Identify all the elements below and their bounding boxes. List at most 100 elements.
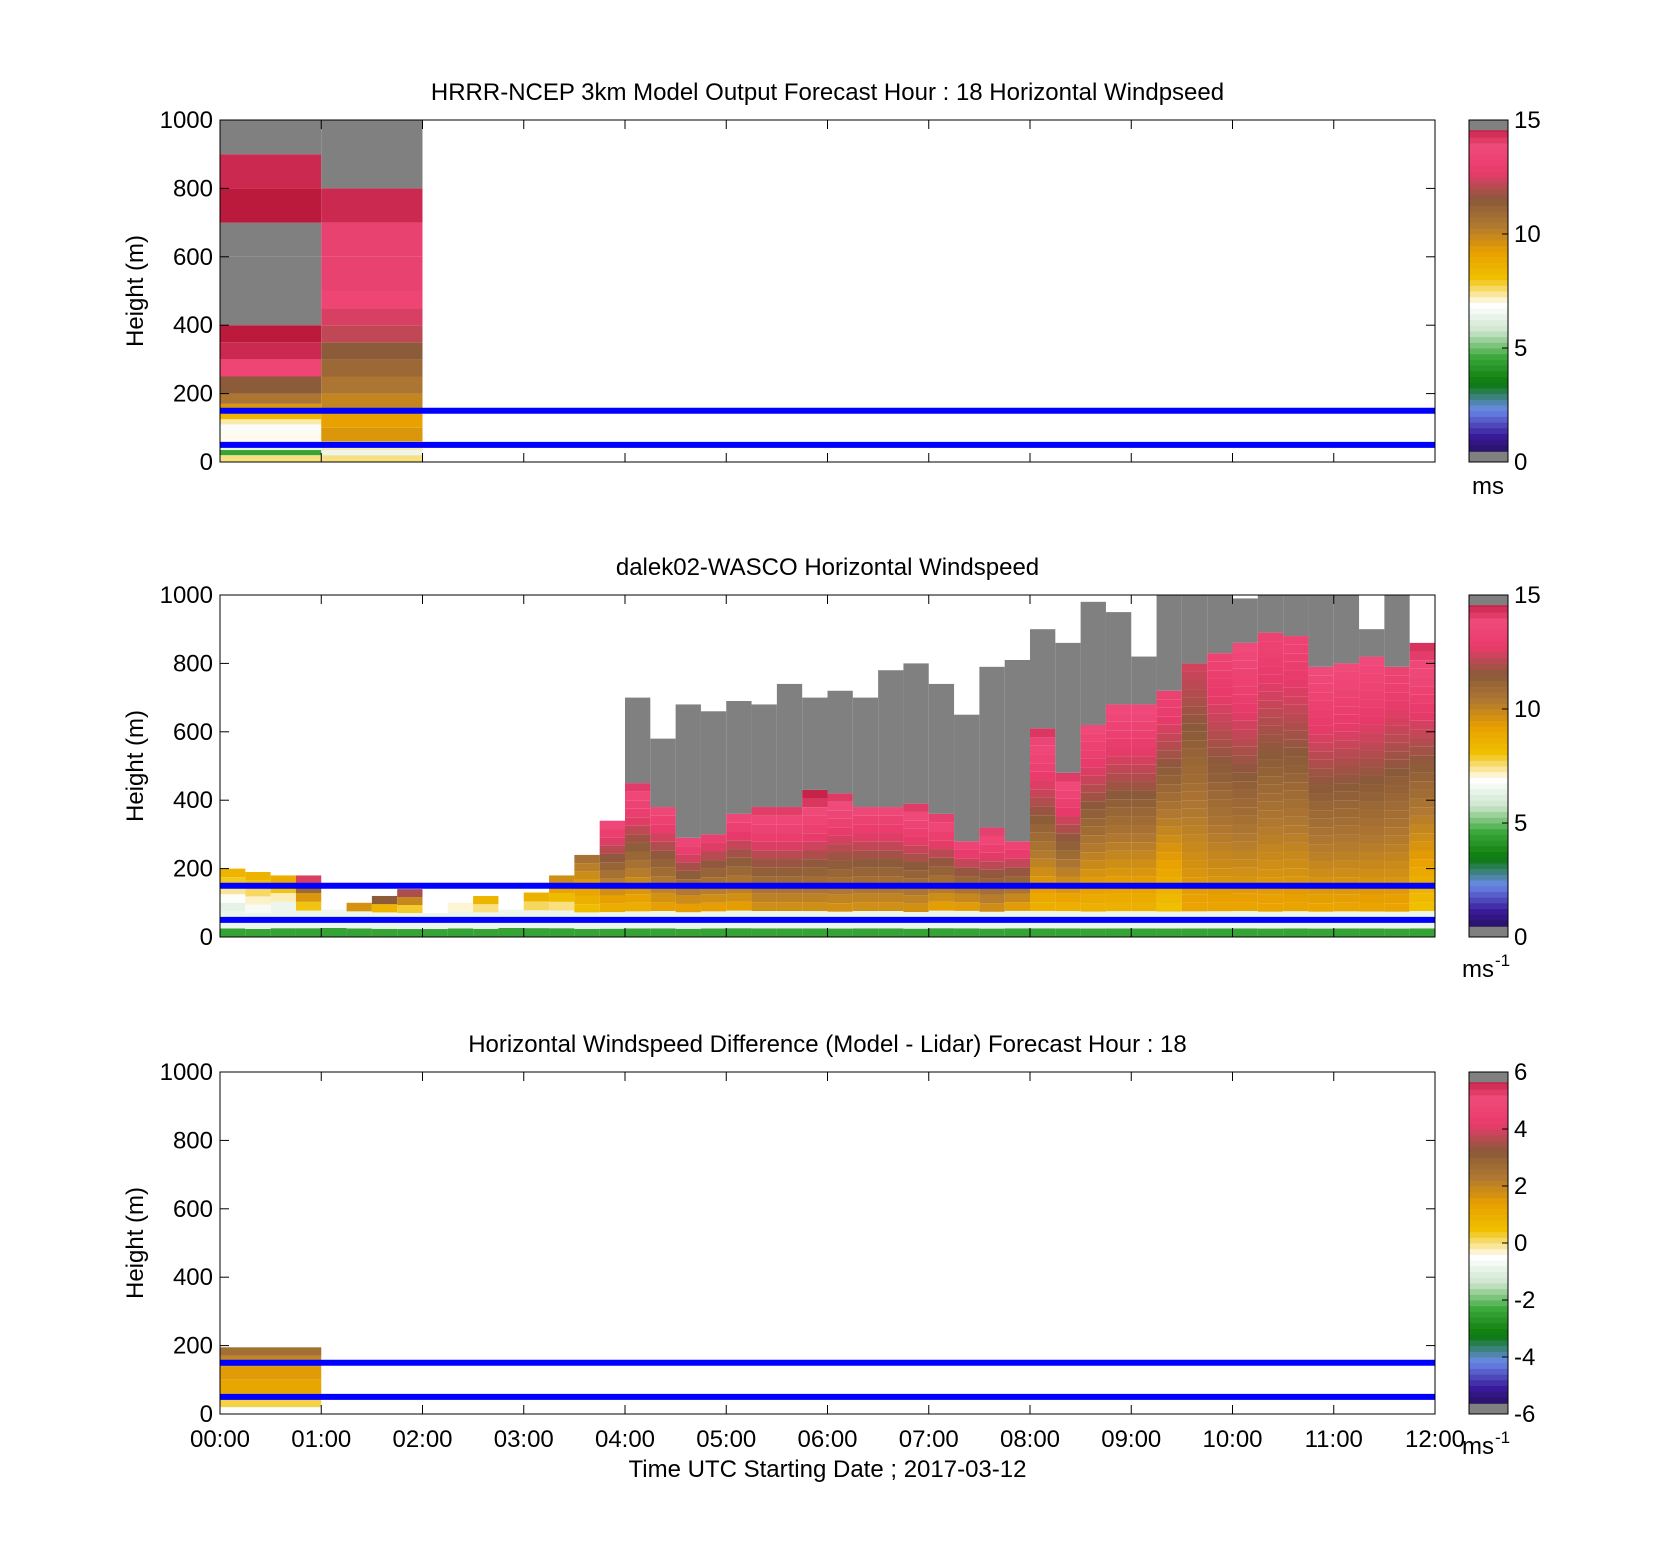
heatmap-cell xyxy=(1207,721,1233,731)
heatmap-cell xyxy=(802,850,828,860)
heatmap-cell xyxy=(1080,741,1106,751)
y-tick-label: 800 xyxy=(173,175,213,202)
heatmap-cell xyxy=(1181,748,1208,758)
heatmap-cell xyxy=(1409,815,1435,825)
heatmap-cell xyxy=(878,911,904,920)
colorbar-frame xyxy=(1468,119,1509,463)
heatmap-cell xyxy=(1283,808,1309,817)
heatmap-cell xyxy=(397,921,423,930)
heatmap-cell xyxy=(878,824,904,834)
heatmap-cell xyxy=(1207,790,1233,800)
heatmap-cell xyxy=(1156,877,1182,887)
heatmap-cell xyxy=(1232,911,1258,920)
heatmap-cell xyxy=(245,928,271,937)
heatmap-cell xyxy=(1384,751,1410,760)
heatmap-cell xyxy=(1030,858,1056,868)
heatmap-cell xyxy=(473,928,499,937)
heatmap-cell xyxy=(1359,818,1385,827)
colorbar-swatch xyxy=(1469,1300,1508,1307)
heatmap-cell xyxy=(321,927,347,937)
heatmap-cell xyxy=(1308,877,1334,887)
colorbar-swatch xyxy=(1469,857,1508,864)
heatmap-cell xyxy=(1308,810,1334,819)
colorbar-tick-label: -6 xyxy=(1514,1401,1535,1428)
heatmap-cell xyxy=(903,803,929,812)
heatmap-cell xyxy=(1359,869,1385,878)
heatmap-cell xyxy=(1283,687,1309,697)
heatmap-cell xyxy=(321,188,423,223)
heatmap-cell xyxy=(1156,835,1182,844)
heatmap-cell xyxy=(802,697,828,790)
heatmap-cell xyxy=(751,911,777,920)
heatmap-cell xyxy=(1232,772,1258,782)
colorbar-swatch xyxy=(1469,731,1508,738)
heatmap-cell xyxy=(1055,642,1081,773)
heatmap-cell xyxy=(1409,850,1435,860)
colorbar-swatch xyxy=(1469,777,1508,784)
heatmap-cell xyxy=(1384,835,1410,845)
colorbar-swatch xyxy=(1469,652,1508,659)
heatmap-cell xyxy=(1156,784,1182,793)
heatmap-cell xyxy=(1105,781,1132,791)
colorbar-swatch xyxy=(1469,148,1508,155)
colorbar-swatch xyxy=(1469,422,1508,429)
colorbar-swatch xyxy=(1469,1231,1508,1238)
heatmap-cell xyxy=(1359,690,1385,700)
heatmap-cell xyxy=(1384,793,1410,802)
heatmap-cell xyxy=(878,867,904,877)
heatmap-cell xyxy=(1131,893,1157,903)
heatmap-cell xyxy=(1181,868,1208,878)
heatmap-cell xyxy=(1232,902,1258,912)
heatmap-cell xyxy=(827,920,853,929)
colorbar-swatch xyxy=(1469,1311,1508,1318)
panel-title: Horizontal Windspeed Difference (Model -… xyxy=(468,1031,1187,1058)
heatmap-cell xyxy=(979,869,1005,879)
heatmap-cell xyxy=(599,853,625,863)
heatmap-cell xyxy=(1257,776,1284,785)
heatmap-cell xyxy=(827,911,853,921)
heatmap-cell xyxy=(1257,869,1284,878)
heatmap-cell xyxy=(954,928,980,937)
heatmap-cell xyxy=(1333,902,1360,912)
heatmap-cell xyxy=(1409,668,1435,678)
x-tick-label: 00:00 xyxy=(190,1426,250,1453)
heatmap-cell xyxy=(878,815,904,825)
heatmap-cell xyxy=(1359,801,1385,810)
colorbar-swatch xyxy=(1469,188,1508,195)
heatmap-cell xyxy=(1156,724,1182,734)
colorbar-swatch xyxy=(1469,1083,1508,1090)
heatmap-cell xyxy=(599,903,625,913)
colorbar-swatch xyxy=(1469,783,1508,790)
heatmap-cell xyxy=(1359,860,1385,870)
heatmap-cell xyxy=(1409,841,1435,851)
heatmap-cell xyxy=(1055,807,1081,817)
heatmap-cell xyxy=(827,852,853,861)
colorbar-swatch xyxy=(1469,308,1508,315)
heatmap-cell xyxy=(1283,696,1309,705)
y-tick-label: 1000 xyxy=(160,107,213,134)
colorbar-swatch xyxy=(1469,1248,1508,1255)
heatmap-cell xyxy=(802,867,828,877)
heatmap-cell xyxy=(321,410,423,428)
heatmap-cell xyxy=(1181,783,1208,792)
heatmap-cell xyxy=(1384,666,1410,676)
colorbar-swatch xyxy=(1469,1111,1508,1119)
heatmap-cell xyxy=(1359,784,1385,793)
heatmap-cell xyxy=(1080,911,1106,921)
heatmap-cell xyxy=(625,697,651,784)
heatmap-cell xyxy=(776,824,803,834)
heatmap-cell xyxy=(422,921,448,930)
heatmap-cell xyxy=(776,867,803,877)
heatmap-cell xyxy=(827,886,853,895)
heatmap-cell xyxy=(574,863,600,872)
heatmap-cell xyxy=(1080,601,1106,725)
heatmap-cell xyxy=(1055,893,1081,903)
heatmap-cell xyxy=(928,831,955,841)
colorbar-swatch xyxy=(1469,370,1508,377)
colorbar-swatch xyxy=(1469,171,1508,178)
heatmap-cell xyxy=(1409,694,1435,704)
heatmap-cell xyxy=(1207,661,1233,671)
heatmap-cell xyxy=(1207,885,1233,894)
colorbar-swatch xyxy=(1469,216,1508,224)
heatmap-cell xyxy=(1156,852,1182,861)
